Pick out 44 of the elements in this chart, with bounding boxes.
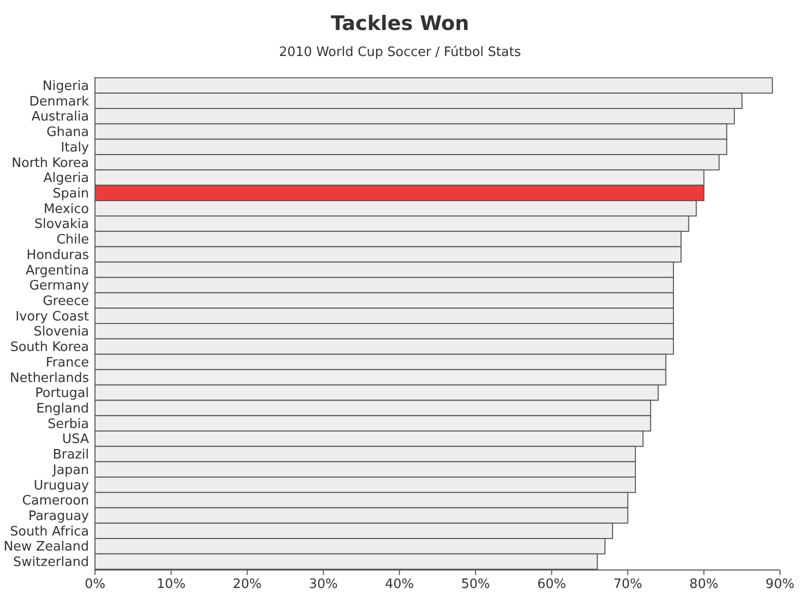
y-tick-label: Italy (60, 140, 90, 156)
x-tick-label: 20% (232, 577, 262, 592)
x-tick-label: 60% (537, 577, 566, 592)
y-tick-label: Chile (56, 232, 89, 248)
y-tick-label: Argentina (26, 263, 89, 278)
y-tick-label: North Korea (12, 156, 89, 171)
y-tick-label: Ghana (46, 125, 89, 140)
y-tick-label: New Zealand (4, 540, 89, 555)
x-tick-label: 40% (384, 577, 414, 592)
y-tick-label: USA (62, 432, 90, 448)
chart-subtitle: 2010 World Cup Soccer / Fútbol Stats (278, 45, 522, 60)
y-tick-label: Slovakia (34, 217, 89, 232)
y-tick-label: South Africa (10, 524, 89, 540)
y-tick-label: Slovenia (34, 324, 89, 340)
y-tick-label: Denmark (29, 94, 90, 110)
x-tick-label: 50% (461, 577, 490, 592)
y-tick-label: Serbia (48, 416, 89, 432)
x-tick-label: 80% (689, 577, 718, 592)
y-tick-label: Greece (42, 294, 89, 310)
x-tick-label: 30% (308, 577, 338, 592)
y-tick-label: Ivory Coast (15, 309, 89, 324)
x-tick-label: 10% (156, 577, 186, 592)
y-tick-label: Uruguay (34, 478, 90, 494)
y-tick-label: South Korea (10, 340, 89, 356)
y-tick-label: Netherlands (10, 370, 90, 386)
y-tick-label: Portugal (35, 386, 89, 402)
y-tick-label: Nigeria (42, 78, 89, 94)
x-tick-label: 90% (766, 577, 794, 592)
y-tick-label: Paraguay (28, 509, 90, 524)
y-tick-label: Australia (31, 110, 89, 125)
y-tick-label: England (36, 402, 89, 417)
y-tick-label: Switzerland (13, 555, 89, 570)
y-tick-label: Cameroon (22, 494, 89, 509)
y-tick-label: Algeria (43, 171, 89, 186)
x-tick-label: 0% (84, 577, 106, 592)
y-tick-label: Spain (52, 186, 89, 202)
y-tick-label: France (46, 355, 89, 370)
y-tick-label: Japan (52, 462, 89, 478)
x-tick-label: 70% (613, 577, 642, 592)
y-tick-label: Germany (29, 278, 90, 294)
y-tick-label: Honduras (26, 248, 90, 263)
y-tick-label: Brazil (52, 448, 89, 463)
y-tick-label: Mexico (44, 202, 90, 217)
chart-title: Tackles Won (330, 11, 470, 35)
